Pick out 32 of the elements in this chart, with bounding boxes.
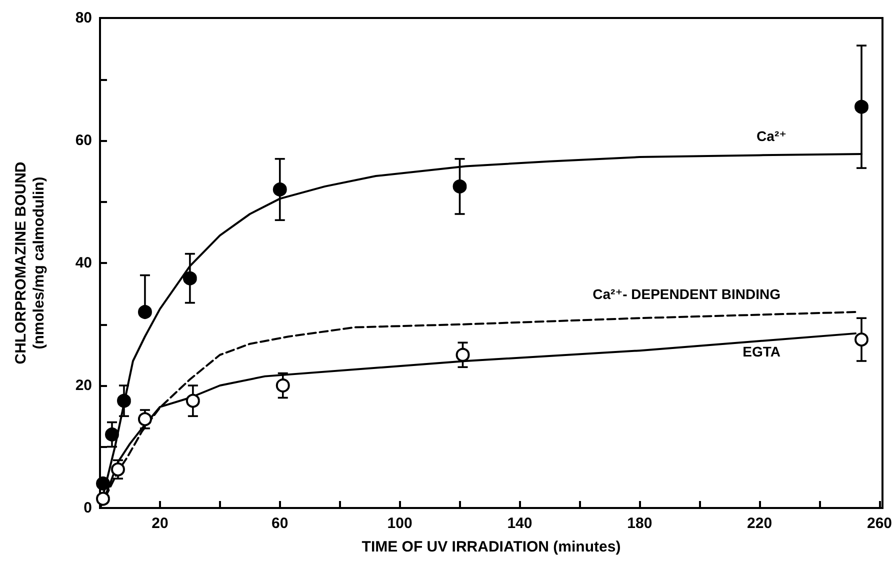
y-tick-label: 60 [75, 132, 92, 149]
x-tick-label: 180 [627, 515, 652, 532]
y-tick-label: 0 [84, 500, 92, 516]
point [272, 182, 287, 196]
series-label: Ca²⁺ [756, 128, 786, 144]
x-tick-label: 220 [747, 515, 772, 532]
point [452, 179, 467, 194]
y-tick-label: 20 [75, 377, 92, 394]
point [138, 305, 152, 319]
point [96, 492, 110, 506]
point [854, 100, 868, 114]
point [854, 332, 868, 347]
point [138, 412, 152, 426]
y-tick-label: 40 [75, 254, 92, 272]
y-tick-label: 80 [75, 10, 92, 26]
x-tick-label: 20 [152, 515, 168, 532]
point [105, 428, 119, 442]
series-label: Ca²⁺- DEPENDENT BINDING [592, 286, 781, 302]
x-tick-label: 260 [866, 515, 892, 532]
y-axis-title: CHLORPROMAZINE BOUND (nmoles/mg calmodulin) [12, 162, 48, 364]
point [186, 394, 200, 408]
x-tick-label: 60 [272, 515, 288, 532]
series-label: EGTA [742, 343, 780, 360]
x-tick-label: 140 [507, 515, 532, 532]
x-tick-label: 100 [387, 515, 412, 532]
point [456, 348, 470, 362]
point [96, 476, 110, 490]
point [276, 378, 290, 392]
x-axis-title: TIME OF UV IRRADIATION (minutes) [362, 538, 621, 556]
point [182, 271, 197, 286]
point [116, 394, 131, 408]
point [111, 462, 125, 476]
